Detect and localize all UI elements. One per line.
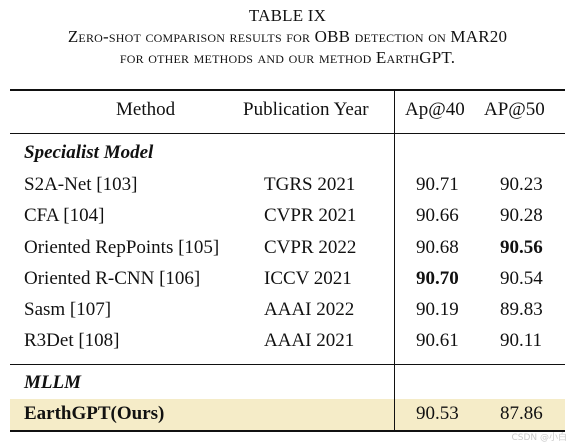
table-row-ap50: 90.23 — [500, 174, 543, 195]
top-rule — [10, 89, 565, 91]
header-ap50: AP@50 — [484, 99, 545, 120]
caption-line-2: for other methods and our method EarthGP… — [119, 48, 456, 67]
caption-line-1: Zero-shot comparison results for OBB det… — [67, 27, 508, 46]
table-row-method: CFA [104] — [24, 205, 105, 226]
table-row-ap40: 90.68 — [416, 237, 459, 258]
table-row-ap50: 90.28 — [500, 205, 543, 226]
table-row-year: TGRS 2021 — [264, 174, 356, 195]
section-specialist-model: Specialist Model — [24, 142, 154, 163]
table-row-method: S2A-Net [103] — [24, 174, 138, 195]
header-method: Method — [116, 99, 176, 120]
table-row-ap50: 89.83 — [500, 299, 543, 320]
ours-row-method: EarthGPT(Ours) — [24, 403, 165, 424]
header-rule — [10, 133, 565, 134]
ours-row-ap40: 90.53 — [416, 403, 459, 424]
table-row-year: ICCV 2021 — [264, 268, 352, 289]
column-separator — [394, 90, 395, 430]
header-publication-year: Publication Year — [243, 99, 369, 120]
table-row-year: CVPR 2021 — [264, 205, 357, 226]
table-row-ap40: 90.19 — [416, 299, 459, 320]
table-row-method: Sasm [107] — [24, 299, 112, 320]
table-row-year: AAAI 2021 — [264, 330, 355, 351]
section-mllm: MLLM — [24, 372, 81, 393]
section-rule — [10, 364, 565, 365]
watermark: CSDN @小白 — [511, 433, 567, 443]
ours-row-highlight — [10, 399, 565, 430]
bottom-rule — [10, 430, 565, 432]
table-row-method: Oriented RepPoints [105] — [24, 237, 220, 258]
header-ap40: Ap@40 — [405, 99, 465, 120]
table-row-ap40: 90.61 — [416, 330, 459, 351]
table-row-ap50: 90.54 — [500, 268, 543, 289]
ours-row-ap50: 87.86 — [500, 403, 543, 424]
table-row-method: R3Det [108] — [24, 330, 120, 351]
table-caption: TABLE IX Zero-shot comparison results fo… — [0, 6, 575, 68]
table-row-ap40: 90.66 — [416, 205, 459, 226]
table-row-ap40: 90.71 — [416, 174, 459, 195]
table-row-year: AAAI 2022 — [264, 299, 355, 320]
table-label: TABLE IX — [248, 6, 327, 25]
table-row-year: CVPR 2022 — [264, 237, 357, 258]
table-row-ap50: 90.11 — [500, 330, 543, 351]
table-row-ap40-best: 90.70 — [416, 268, 459, 289]
table-row-ap50-best: 90.56 — [500, 237, 543, 258]
table-row-method: Oriented R-CNN [106] — [24, 268, 201, 289]
